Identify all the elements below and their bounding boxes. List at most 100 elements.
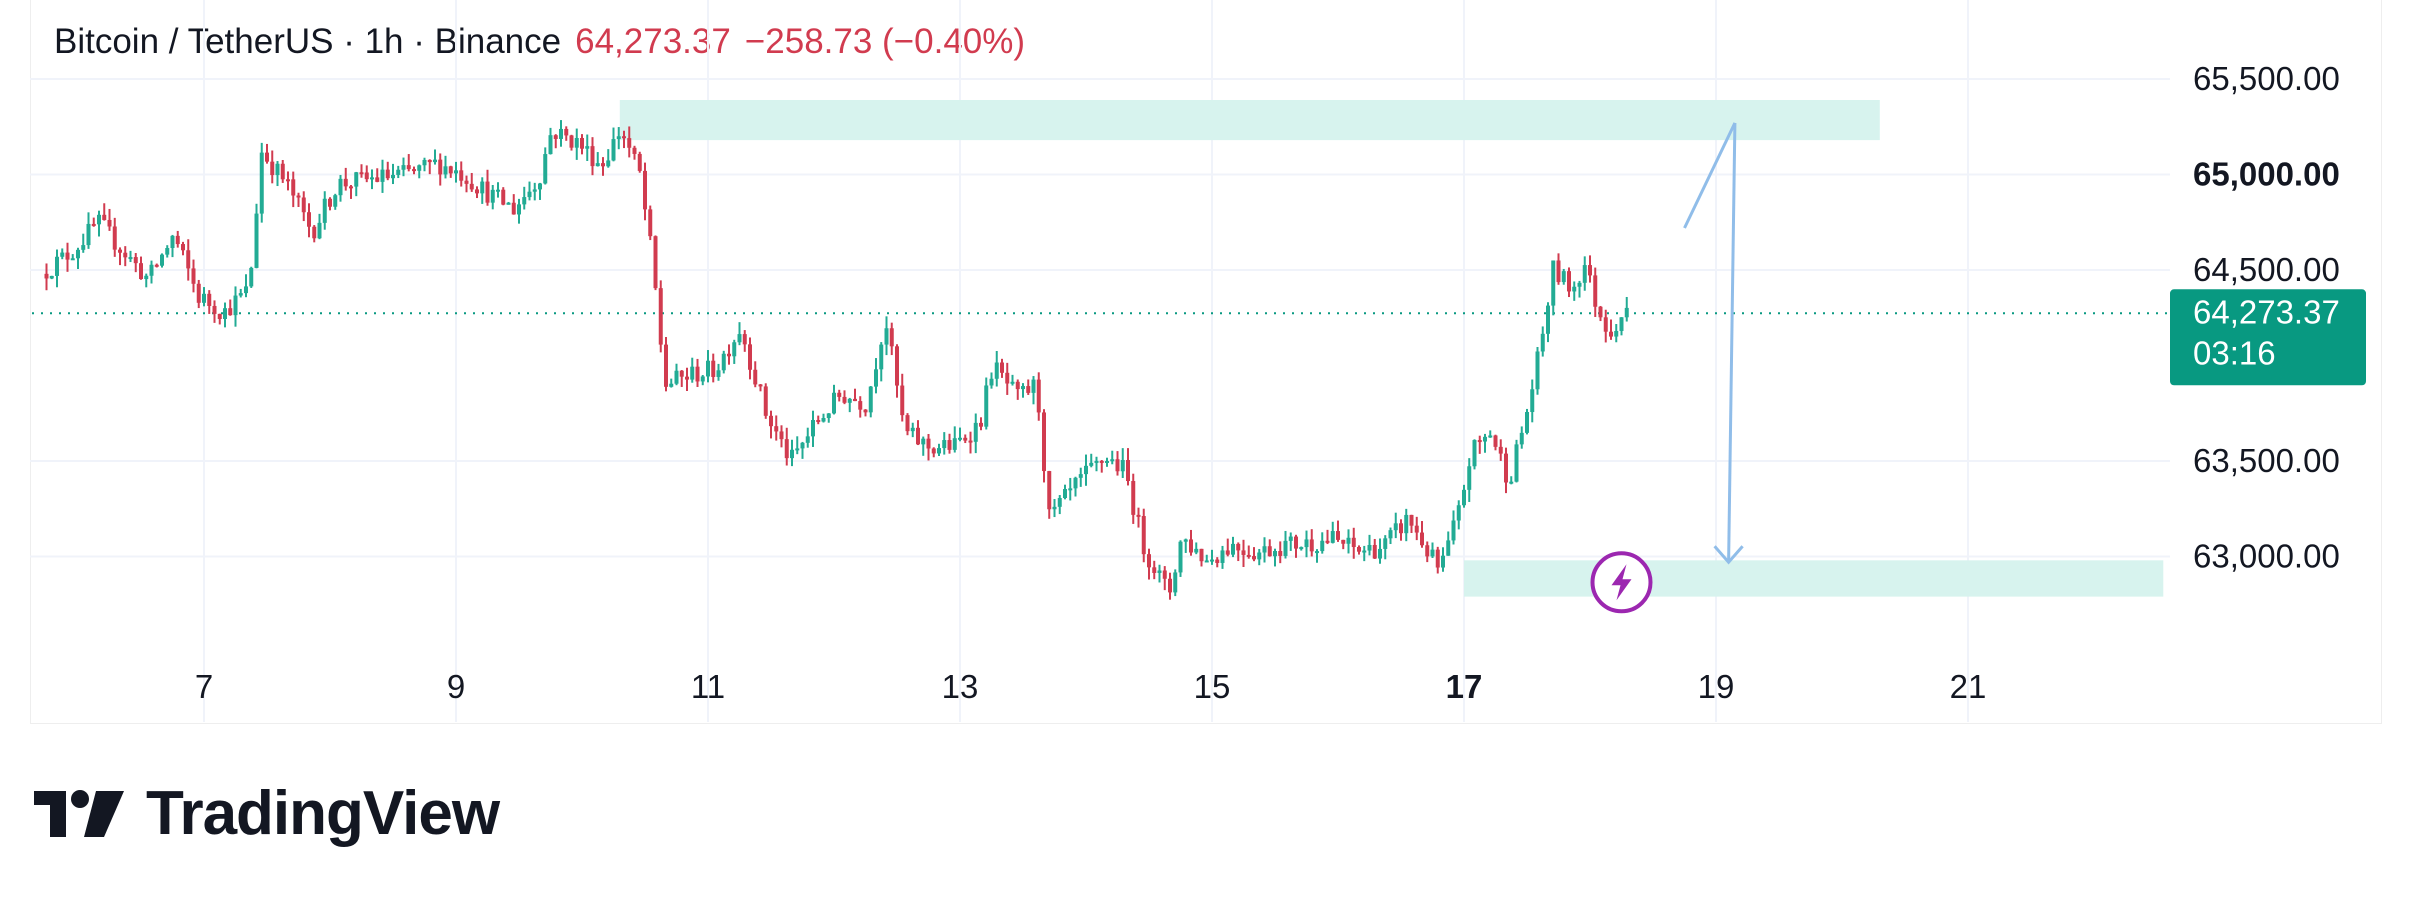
candle-body — [380, 169, 385, 182]
candle-body — [1388, 530, 1393, 539]
candle-body — [469, 183, 474, 190]
candle-body — [763, 386, 768, 416]
candle-body — [727, 353, 731, 357]
candle-body — [921, 438, 926, 445]
candle-body — [947, 440, 952, 450]
candle-body — [81, 245, 86, 250]
candle-body — [359, 172, 364, 175]
time-tick-label: 9 — [447, 668, 465, 705]
candle-body — [669, 383, 674, 387]
candle-body — [1414, 525, 1419, 533]
candle-body — [370, 177, 374, 180]
candle-body — [1393, 523, 1398, 531]
candle-body — [1336, 531, 1340, 540]
candle-body — [333, 195, 338, 207]
time-axis[interactable]: 7 9 11 13 15 17 19 21 — [195, 668, 1987, 705]
candle-body — [438, 159, 443, 175]
candle-body — [433, 159, 437, 163]
candle-body — [1294, 536, 1298, 549]
candle-body — [1173, 572, 1178, 593]
candle-body — [65, 252, 70, 260]
price-tag-countdown: 03:16 — [2193, 334, 2276, 371]
candle-body — [1246, 554, 1251, 557]
candle-body — [1052, 506, 1057, 510]
candle-body — [86, 223, 91, 246]
candle-body — [223, 308, 227, 320]
candle-body — [1152, 567, 1157, 573]
candle-body — [769, 415, 773, 427]
candle-body — [60, 252, 65, 257]
candle-body — [1252, 556, 1256, 560]
price-tag-bg — [2170, 289, 2366, 386]
candle-body — [1493, 435, 1498, 447]
candle-body — [821, 418, 826, 422]
price-tag: 64,273.37 03:16 — [2170, 289, 2366, 386]
candle-body — [1131, 481, 1136, 515]
candle-body — [1183, 539, 1188, 542]
candle-body — [790, 449, 794, 459]
candle-body — [391, 174, 395, 179]
candle-body — [1540, 333, 1545, 352]
candle-body — [942, 440, 947, 449]
candle-body — [217, 313, 222, 320]
candle-body — [1231, 543, 1235, 555]
candle-body — [1304, 539, 1309, 548]
candle-body — [1036, 379, 1041, 413]
candle-body — [601, 163, 605, 167]
candle-body — [427, 159, 432, 163]
candle-body — [1162, 570, 1167, 579]
candle-body — [1425, 545, 1430, 557]
price-axis[interactable]: 65,500.00 65,000.00 64,500.00 63,500.00 63,0… — [2193, 60, 2340, 575]
candle-body — [695, 366, 700, 382]
brand: TradingView — [34, 778, 500, 849]
candle-body — [1378, 548, 1382, 559]
candle-body — [254, 213, 259, 268]
candle-body — [674, 370, 679, 384]
time-tick-label: 19 — [1698, 668, 1735, 705]
symbol-title[interactable]: Bitcoin / TetherUS · 1h · Binance — [54, 22, 562, 61]
candle-body — [532, 189, 537, 192]
candle-body — [889, 328, 894, 347]
time-tick-label: 7 — [195, 668, 213, 705]
candle-body — [548, 135, 553, 155]
candle-body — [1472, 440, 1477, 467]
candle-body — [118, 249, 122, 253]
arrow-line — [1683, 122, 1737, 229]
candle-body — [1498, 446, 1503, 454]
candle-body — [1267, 546, 1272, 557]
candle-body — [1535, 351, 1540, 390]
candle-body — [816, 420, 821, 423]
candle-body — [1147, 554, 1151, 568]
candle-body — [1194, 548, 1199, 553]
candle-body — [343, 178, 348, 187]
price-tick-label: 64,500.00 — [2193, 251, 2340, 288]
candle-body — [1588, 265, 1592, 276]
candle-body — [1225, 550, 1230, 555]
candle-body — [1488, 435, 1493, 438]
candle-body — [76, 249, 80, 259]
candle-body — [422, 159, 427, 166]
candle-body — [658, 288, 663, 345]
candle-body — [1262, 546, 1267, 553]
arrow-head-icon — [1713, 545, 1744, 565]
candle-body — [1477, 440, 1482, 443]
candle-body — [874, 369, 878, 387]
candle-body — [716, 370, 721, 377]
candle-body — [328, 198, 332, 207]
candle-body — [186, 250, 191, 269]
candle-body — [1010, 381, 1015, 384]
header-change: −258.73 (−0.40%) — [744, 22, 1026, 61]
tradingview-logo-icon — [34, 789, 124, 837]
candle-body — [517, 204, 521, 215]
time-tick-label: 11 — [691, 668, 725, 705]
candle-body — [811, 420, 815, 437]
candle-body — [868, 386, 873, 413]
candle-body — [485, 181, 490, 203]
candle-body — [286, 179, 290, 182]
candle-body — [569, 135, 574, 148]
chart-header: Bitcoin / TetherUS · 1h · Binance 64,273.… — [54, 22, 1025, 62]
candle-body — [475, 189, 479, 194]
price-chart[interactable]: 65,500.00 65,000.00 64,500.00 63,500.00 63,0… — [0, 0, 2412, 740]
candle-body — [1215, 559, 1220, 563]
candle-body — [154, 264, 159, 267]
